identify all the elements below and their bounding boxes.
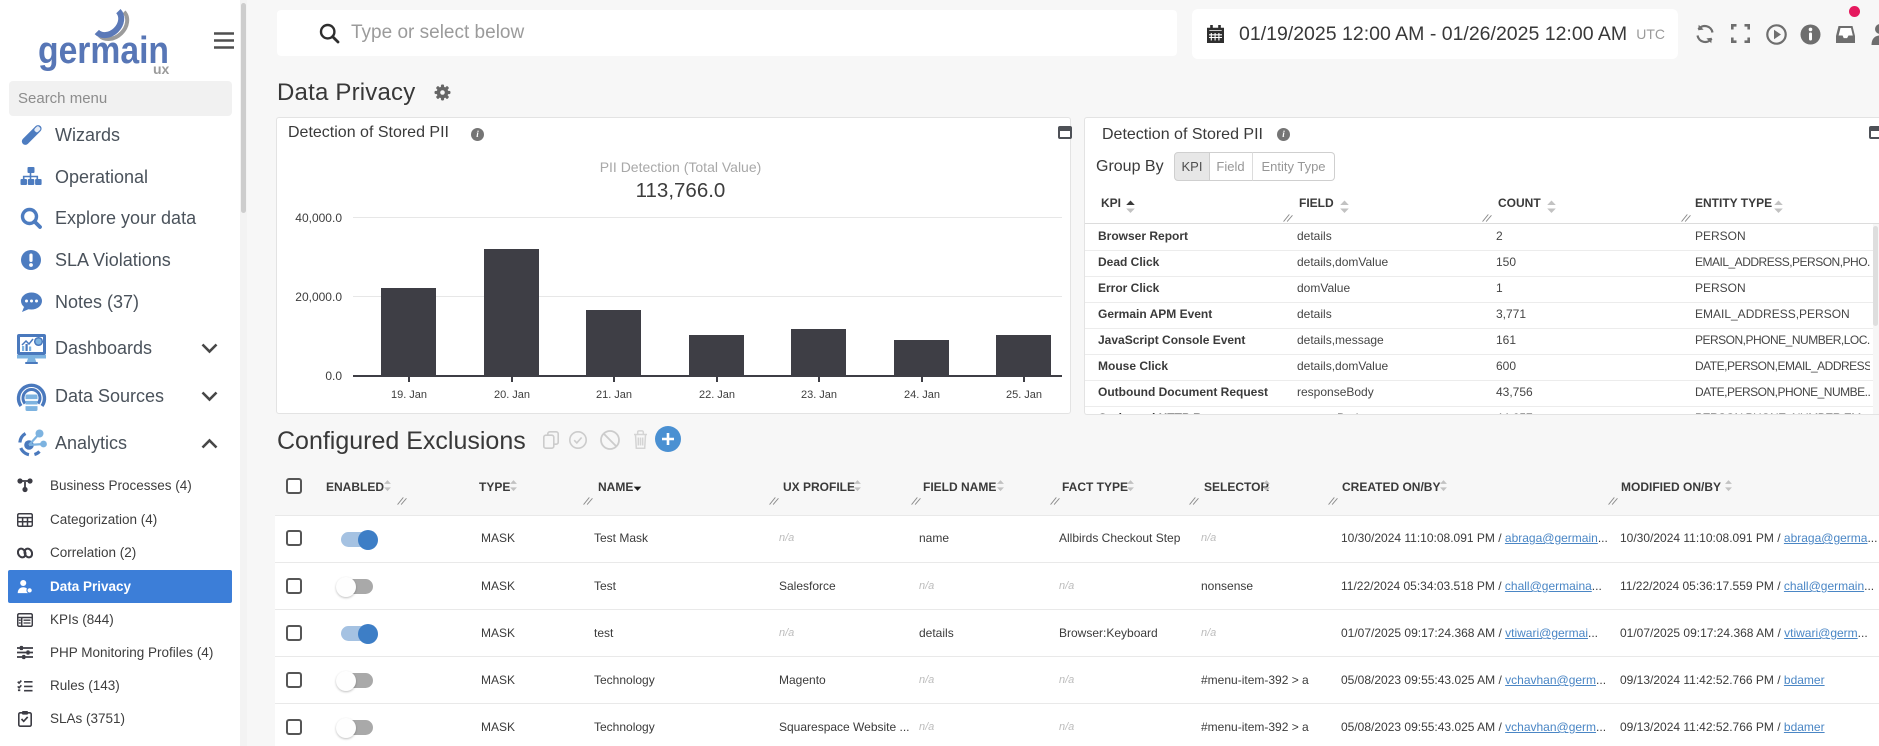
svg-text:ux: ux [153, 61, 170, 77]
svg-text:germain: germain [38, 30, 169, 72]
